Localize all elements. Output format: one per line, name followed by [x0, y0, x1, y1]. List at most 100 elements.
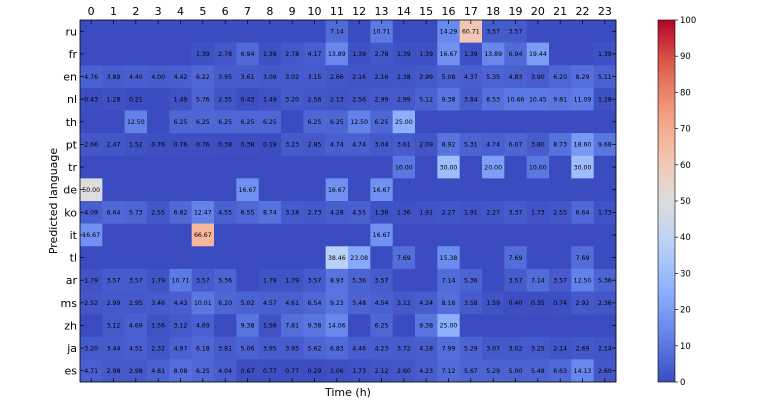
heatmap-cell-ar-6 — [214, 268, 237, 292]
heatmap-cell-zh-1 — [102, 314, 125, 338]
heatmap-cell-en-17 — [459, 65, 483, 89]
heatmap-cell-it-23 — [593, 223, 617, 247]
heatmap-cell-nl-8 — [258, 87, 282, 111]
cell-value-label: 2.66 — [330, 74, 344, 81]
cell-value-label: 18.60 — [574, 142, 592, 149]
heatmap-cell-ar-8 — [258, 268, 282, 292]
heatmap-cell-zh-10 — [303, 314, 326, 338]
x-tick-label: 7 — [244, 5, 251, 18]
heatmap-cell-es-10 — [303, 359, 326, 383]
heatmap-cell-pt-13 — [370, 133, 393, 157]
heatmap-cell-nl-23 — [593, 87, 617, 111]
cell-value-label: 4.76 — [84, 74, 98, 81]
cell-value-label: 6.55 — [241, 210, 255, 217]
cell-value-label: 3.12 — [107, 323, 121, 330]
cell-value-label: 3.15 — [308, 74, 322, 81]
cell-value-label: 3.18 — [285, 210, 299, 217]
heatmap-cell-tl-3 — [147, 246, 170, 270]
heatmap-cell-es-22 — [571, 359, 594, 383]
heatmap-cell-ko-10 — [303, 201, 326, 224]
cell-value-label: 6.94 — [241, 51, 255, 58]
heatmap-cell-zh-0 — [80, 314, 103, 338]
cell-value-label: 4.43 — [174, 300, 188, 307]
heatmap-cell-tr-7 — [236, 155, 259, 179]
heatmap-cell-ko-22 — [571, 201, 594, 224]
heatmap-cell-tl-2 — [124, 246, 148, 270]
heatmap-cell-it-21 — [549, 223, 572, 247]
cell-value-label: 6.82 — [174, 210, 188, 217]
x-tick-label: 11 — [330, 5, 344, 18]
heatmap-cell-pt-21 — [549, 133, 572, 157]
heatmap-cell-es-13 — [370, 359, 393, 383]
heatmap-cell-tr-17 — [459, 155, 483, 179]
heatmap-cell-th-5 — [191, 110, 215, 134]
cell-value-label: 5.12 — [419, 96, 433, 103]
heatmap-cell-fr-9 — [281, 42, 304, 66]
heatmap-cell-ko-3 — [147, 201, 170, 224]
heatmap-cell-en-21 — [549, 65, 572, 89]
cell-value-label: 1.79 — [285, 277, 299, 284]
cell-value-label: 4.74 — [486, 142, 500, 149]
colorbar-tick-label: 70 — [680, 125, 691, 135]
heatmap-cell-ru-5 — [191, 20, 215, 43]
heatmap-cells — [80, 20, 617, 383]
heatmap-cell-pt-11 — [325, 133, 349, 157]
heatmap-cell-de-22 — [571, 178, 594, 202]
heatmap-cell-es-8 — [258, 359, 282, 383]
cell-value-label: 6.64 — [576, 210, 590, 217]
cell-value-label: 25.00 — [440, 323, 458, 330]
heatmap-cell-zh-18 — [482, 314, 505, 338]
cell-value-label: 16.67 — [440, 51, 458, 58]
heatmap-cell-it-17 — [459, 223, 483, 247]
heatmap-cell-de-15 — [415, 178, 438, 202]
cell-value-label: 3.89 — [107, 74, 121, 81]
cell-value-label: 1.73 — [598, 210, 612, 217]
cell-value-label: 3.57 — [196, 277, 210, 284]
heatmap-cell-tr-16 — [437, 155, 460, 179]
cell-value-label: 4.09 — [84, 210, 98, 217]
heatmap-cell-th-1 — [102, 110, 125, 134]
cell-value-label: 6.18 — [196, 345, 210, 352]
plot-frame — [79, 19, 617, 383]
heatmap-cell-fr-11 — [325, 42, 349, 66]
heatmap-cell-tl-1 — [102, 246, 125, 270]
heatmap-cell-tr-19 — [504, 155, 527, 179]
heatmap-cell-ru-21 — [549, 20, 572, 43]
heatmap-cell-ru-20 — [526, 20, 550, 43]
colorbar-tick-label: 90 — [680, 52, 691, 62]
cell-value-label: 9.23 — [330, 300, 344, 307]
heatmap-cell-nl-2 — [124, 87, 148, 111]
heatmap-cell-en-3 — [147, 65, 170, 89]
cell-value-label: 6.25 — [330, 119, 344, 126]
cell-value-label: 4.55 — [218, 210, 232, 217]
heatmap-cell-th-23 — [593, 110, 617, 134]
colorbar-tick-label: 60 — [680, 161, 691, 171]
heatmap-cell-nl-21 — [549, 87, 572, 111]
heatmap-cell-fr-18 — [482, 42, 505, 66]
cell-value-label: 2.35 — [218, 96, 232, 103]
heatmap-cell-pt-18 — [482, 133, 505, 157]
cell-value-label: 10.71 — [172, 277, 190, 284]
heatmap-cell-tl-19 — [504, 246, 527, 270]
cell-value-label: 30.00 — [574, 164, 592, 171]
heatmap-cell-tr-4 — [169, 155, 192, 179]
heatmap-cell-ja-13 — [370, 336, 393, 360]
heatmap-cell-ms-0 — [80, 291, 103, 315]
cell-value-label: 10.66 — [507, 96, 525, 103]
cell-value-label: 7.14 — [330, 29, 344, 36]
x-tick-label: 9 — [289, 5, 296, 18]
x-tick-label: 15 — [419, 5, 433, 18]
heatmap-cell-th-16 — [437, 110, 460, 134]
heatmap-cell-es-0 — [80, 359, 103, 383]
heatmap-cell-es-3 — [147, 359, 170, 383]
heatmap-cell-en-5 — [191, 65, 215, 89]
heatmap-cell-ja-11 — [325, 336, 349, 360]
heatmap-cell-ar-18 — [482, 268, 505, 292]
heatmap-cell-es-16 — [437, 359, 460, 383]
heatmap-cell-ru-3 — [147, 20, 170, 43]
cell-value-label: 12.50 — [350, 119, 368, 126]
cell-value-label: 3.12 — [397, 300, 411, 307]
heatmap-cell-ja-20 — [526, 336, 550, 360]
cell-value-label: 5.36 — [598, 277, 612, 284]
heatmap-cell-ru-6 — [214, 20, 237, 43]
